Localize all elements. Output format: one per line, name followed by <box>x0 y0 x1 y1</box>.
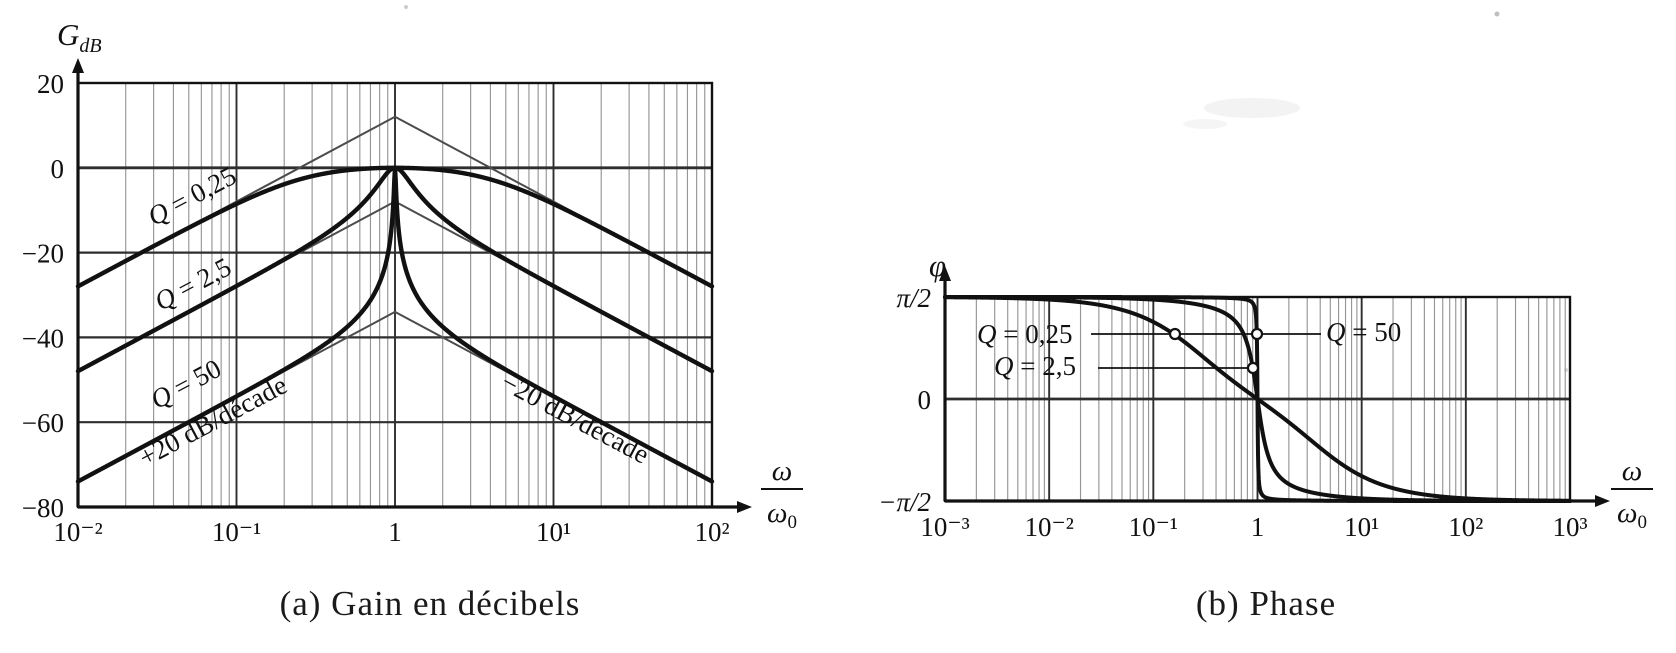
curve-label: Q = 2,5 <box>994 351 1076 381</box>
x-axis-arrow <box>737 501 752 513</box>
y-tick-label: 0 <box>51 154 65 184</box>
gain-axes <box>72 58 752 513</box>
y-tick-label: 20 <box>37 69 64 99</box>
caption-gain: (a) Gain en décibels <box>279 584 581 623</box>
x-axis-title-fraction: ω ω0 <box>1611 455 1653 533</box>
fraction-numerator: ω <box>772 455 792 487</box>
x-axis-title-fraction: ω ω0 <box>761 455 803 533</box>
x-tick-label: 1 <box>1251 512 1265 542</box>
gain-chart: Q = 0,25Q = 2,5Q = 50+20 dB/décade −20 dB… <box>22 17 803 547</box>
x-axis-arrow <box>1595 495 1610 507</box>
y-axis-title: GdB <box>57 17 102 57</box>
x-tick-label: 10² <box>694 517 729 547</box>
fraction-numerator: ω <box>1622 455 1642 487</box>
y-axis-title: φ <box>929 248 946 283</box>
x-tick-label: 10⁻¹ <box>212 517 261 547</box>
callout-marker <box>1168 327 1182 341</box>
caption-phase: (b) Phase <box>1195 584 1337 623</box>
y-tick-label: −40 <box>22 323 64 353</box>
y-axis-arrow <box>939 266 951 281</box>
y-tick-label: π/2 <box>896 283 931 313</box>
phase-callouts <box>1091 327 1321 375</box>
fraction-denominator: ω0 <box>767 497 797 533</box>
y-axis-arrow <box>72 58 84 73</box>
x-tick-label: 10⁻³ <box>920 512 969 542</box>
phase-chart: Q = 0,25Q = 2,5 Q = 50 π/2 0 −π/210⁻³ 10⁻² 10⁻… <box>878 248 1653 542</box>
y-tick-label: −80 <box>22 493 64 523</box>
curve-label: Q = 0,25 <box>143 160 241 231</box>
gain-grid-minor <box>125 83 706 507</box>
x-tick-label: 10² <box>1448 512 1483 542</box>
gain-curve-Q = 50 <box>75 165 715 484</box>
curve-label: Q = 0,25 <box>977 319 1072 349</box>
x-tick-label: 10¹ <box>1344 512 1379 542</box>
y-tick-label: 0 <box>918 385 932 415</box>
callout-marker <box>1250 327 1264 341</box>
curve-label: Q = 2,5 <box>150 252 236 317</box>
curve-label: −20 dB/décade <box>496 367 654 470</box>
x-tick-label: 10⁻² <box>1024 512 1073 542</box>
x-tick-label: 10⁻² <box>53 517 102 547</box>
y-tick-label: −20 <box>22 239 64 269</box>
phase-axes <box>939 266 1610 507</box>
x-tick-label: 10³ <box>1552 512 1587 542</box>
x-tick-label: 10⁻¹ <box>1129 512 1178 542</box>
curve-label: Q = 50 <box>1326 317 1401 347</box>
y-tick-label: −60 <box>22 408 64 438</box>
x-tick-label: 10¹ <box>536 517 571 547</box>
gain-grid-major <box>78 83 712 507</box>
y-tick-label: −π/2 <box>878 487 931 517</box>
callout-marker <box>1246 361 1260 375</box>
gain-curves <box>75 165 715 484</box>
fraction-denominator: ω0 <box>1617 497 1647 533</box>
x-tick-label: 1 <box>388 517 402 547</box>
scan-noise <box>404 5 1568 372</box>
